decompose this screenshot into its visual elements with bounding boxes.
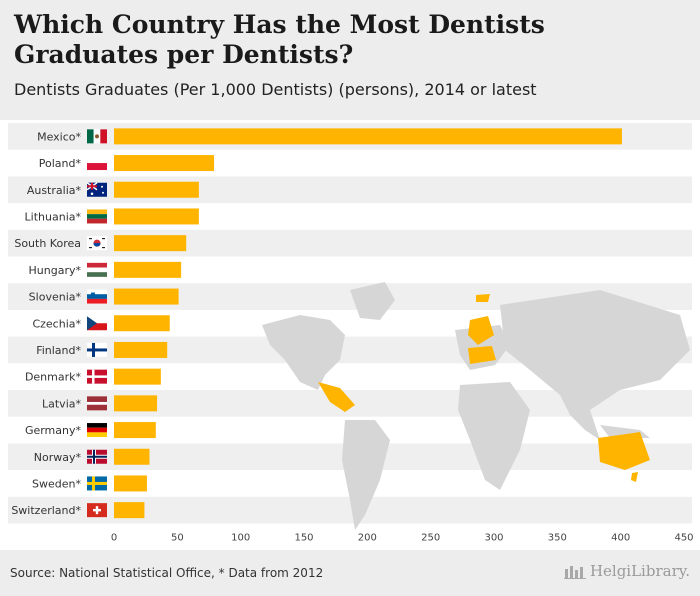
map-landmass bbox=[458, 382, 530, 490]
x-tick-label: 400 bbox=[611, 533, 630, 544]
bar-chart: Mexico* Poland* Australia* Lithuania* South … bbox=[8, 123, 694, 544]
category-label: Latvia* bbox=[42, 397, 81, 410]
category-label: South Korea bbox=[14, 237, 81, 250]
bar bbox=[114, 155, 215, 172]
map-landmass bbox=[342, 420, 390, 530]
brand-logo[interactable]: HelgiLibrary. bbox=[563, 562, 690, 580]
flag-kr-icon bbox=[87, 236, 107, 251]
bar bbox=[114, 475, 147, 492]
x-tick-label: 350 bbox=[548, 533, 567, 544]
flag-de-icon bbox=[87, 423, 107, 438]
category-label: Czechia* bbox=[32, 317, 81, 330]
category-label: Lithuania* bbox=[25, 210, 82, 223]
category-label: Germany* bbox=[25, 424, 82, 437]
map-landmass bbox=[500, 290, 690, 410]
map-highlight bbox=[468, 346, 496, 364]
flag-lv-icon bbox=[87, 396, 107, 411]
chart-subtitle: Dentists Graduates (Per 1,000 Dentists) … bbox=[14, 80, 537, 99]
bar bbox=[114, 368, 161, 385]
flag-no-icon bbox=[87, 449, 107, 464]
x-tick-label: 200 bbox=[358, 533, 377, 544]
x-tick-label: 250 bbox=[421, 533, 440, 544]
category-labels: Mexico* Poland* Australia* Lithuania* South … bbox=[11, 130, 81, 517]
bar bbox=[114, 422, 156, 439]
map-landmass bbox=[262, 315, 345, 390]
category-label: Hungary* bbox=[29, 264, 82, 277]
category-label: Switzerland* bbox=[11, 504, 81, 517]
bar bbox=[114, 128, 622, 145]
x-tick-label: 300 bbox=[484, 533, 503, 544]
bar bbox=[114, 181, 199, 198]
header: Which Country Has the Most Dentists Grad… bbox=[0, 0, 700, 120]
chart-title: Which Country Has the Most Dentists Grad… bbox=[14, 10, 545, 69]
category-label: Finland* bbox=[36, 344, 81, 357]
bar bbox=[114, 448, 150, 465]
map-highlight bbox=[476, 294, 490, 302]
flag-au-icon bbox=[86, 182, 107, 197]
bar bbox=[114, 315, 170, 332]
map-highlight bbox=[468, 316, 494, 345]
bar bbox=[114, 341, 168, 358]
bar bbox=[114, 208, 199, 225]
x-tick-label: 150 bbox=[294, 533, 313, 544]
x-tick-label: 450 bbox=[674, 533, 693, 544]
map-landmass bbox=[560, 395, 600, 440]
flag-hu-icon bbox=[87, 262, 107, 277]
bar bbox=[114, 261, 182, 278]
brand-name: HelgiLibrary. bbox=[589, 562, 690, 580]
map-highlight bbox=[318, 382, 355, 412]
flag-se-icon bbox=[87, 476, 107, 491]
category-label: Poland* bbox=[39, 157, 82, 170]
chart-area: Mexico* Poland* Australia* Lithuania* South … bbox=[0, 120, 700, 550]
x-tick-label: 50 bbox=[171, 533, 184, 544]
map-highlight bbox=[598, 432, 650, 470]
footer: Source: National Statistical Office, * D… bbox=[0, 550, 700, 596]
category-label: Australia* bbox=[27, 184, 82, 197]
flag-ch-icon bbox=[87, 503, 107, 518]
flag-si-icon bbox=[87, 289, 107, 304]
bar bbox=[114, 235, 187, 252]
source-note: Source: National Statistical Office, * D… bbox=[10, 566, 324, 580]
category-label: Norway* bbox=[34, 451, 82, 464]
bar bbox=[114, 502, 145, 519]
flags bbox=[86, 129, 107, 518]
flag-dk-icon bbox=[87, 369, 107, 384]
row-stripe bbox=[8, 496, 692, 524]
flag-lt-icon bbox=[87, 209, 107, 224]
row-stripe bbox=[8, 229, 692, 257]
world-map-background bbox=[262, 282, 690, 530]
map-highlight bbox=[631, 472, 638, 482]
x-tick-label: 0 bbox=[111, 533, 117, 544]
flag-cz-icon bbox=[87, 316, 107, 331]
category-label: Denmark* bbox=[25, 371, 82, 384]
bar bbox=[114, 395, 158, 412]
category-label: Slovenia* bbox=[29, 291, 82, 304]
library-icon bbox=[563, 566, 586, 579]
category-label: Mexico* bbox=[37, 130, 81, 143]
bars bbox=[114, 128, 622, 519]
flag-mx-icon bbox=[87, 129, 107, 144]
bar bbox=[114, 288, 179, 305]
flag-fi-icon bbox=[87, 342, 107, 357]
category-label: Sweden* bbox=[32, 477, 81, 490]
map-landmass bbox=[350, 282, 395, 320]
flag-pl-icon bbox=[87, 156, 107, 171]
x-tick-label: 100 bbox=[231, 533, 250, 544]
x-axis-ticks: 0 50 100 150 200 250 300 350 400 450 bbox=[111, 533, 694, 544]
row-stripe bbox=[8, 176, 692, 204]
